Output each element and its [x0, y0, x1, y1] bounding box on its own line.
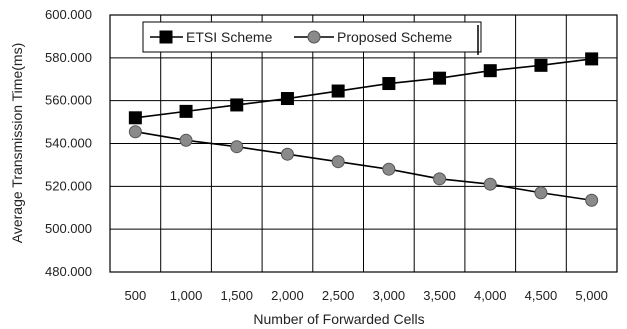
y-tick-label: 600.000	[45, 7, 92, 22]
data-point	[280, 147, 294, 161]
grid	[109, 14, 618, 273]
y-tick-label: 500.000	[45, 221, 92, 236]
x-tick-label: 5,000	[575, 288, 608, 303]
data-point	[128, 111, 142, 125]
y-axis-title: Average Transmission Time(ms)	[9, 43, 25, 243]
legend: ETSI Scheme Proposed Scheme	[142, 21, 482, 55]
y-tick-label: 540.000	[45, 136, 92, 151]
y-tick-label: 580.000	[45, 50, 92, 65]
y-tick-label: 560.000	[45, 93, 92, 108]
data-point	[230, 98, 244, 112]
x-tick-label: 1,000	[170, 288, 203, 303]
legend-label: ETSI Scheme	[186, 29, 273, 45]
data-point	[331, 84, 345, 98]
series-line	[135, 58, 592, 119]
data-point	[128, 125, 142, 139]
data-point	[483, 177, 497, 191]
x-tick-label: 3,000	[373, 288, 406, 303]
legend-marker-circle	[307, 30, 321, 44]
series-group	[128, 52, 599, 207]
data-point	[382, 77, 396, 91]
data-point	[534, 58, 548, 72]
x-tick-label: 500	[124, 288, 146, 303]
data-point	[179, 104, 193, 118]
legend-label: Proposed Scheme	[337, 29, 452, 45]
x-tick-label: 1,500	[220, 288, 253, 303]
data-point	[331, 155, 345, 169]
series-1	[128, 52, 599, 125]
data-point	[382, 162, 396, 176]
x-tick-label: 3,500	[423, 288, 456, 303]
data-point	[534, 186, 548, 200]
x-axis-title: Number of Forwarded Cells	[253, 311, 424, 327]
data-point	[230, 140, 244, 154]
x-tick-label: 4,000	[474, 288, 507, 303]
series-line	[135, 130, 592, 202]
data-point	[433, 71, 447, 85]
data-point	[433, 172, 447, 186]
data-point	[585, 193, 599, 207]
data-point	[585, 52, 599, 66]
series-2	[128, 125, 599, 207]
x-tick-label: 4,500	[525, 288, 558, 303]
data-point	[179, 133, 193, 147]
data-point	[483, 64, 497, 78]
data-point	[280, 92, 294, 106]
x-tick-label: 2,000	[271, 288, 304, 303]
y-tick-label: 520.000	[45, 178, 92, 193]
y-tick-label: 480.000	[45, 264, 92, 279]
x-tick-label: 2,500	[322, 288, 355, 303]
legend-marker-square	[159, 30, 173, 44]
axes: 480.000 500.000 520.000 540.000 560.000 580.0…	[45, 7, 608, 303]
